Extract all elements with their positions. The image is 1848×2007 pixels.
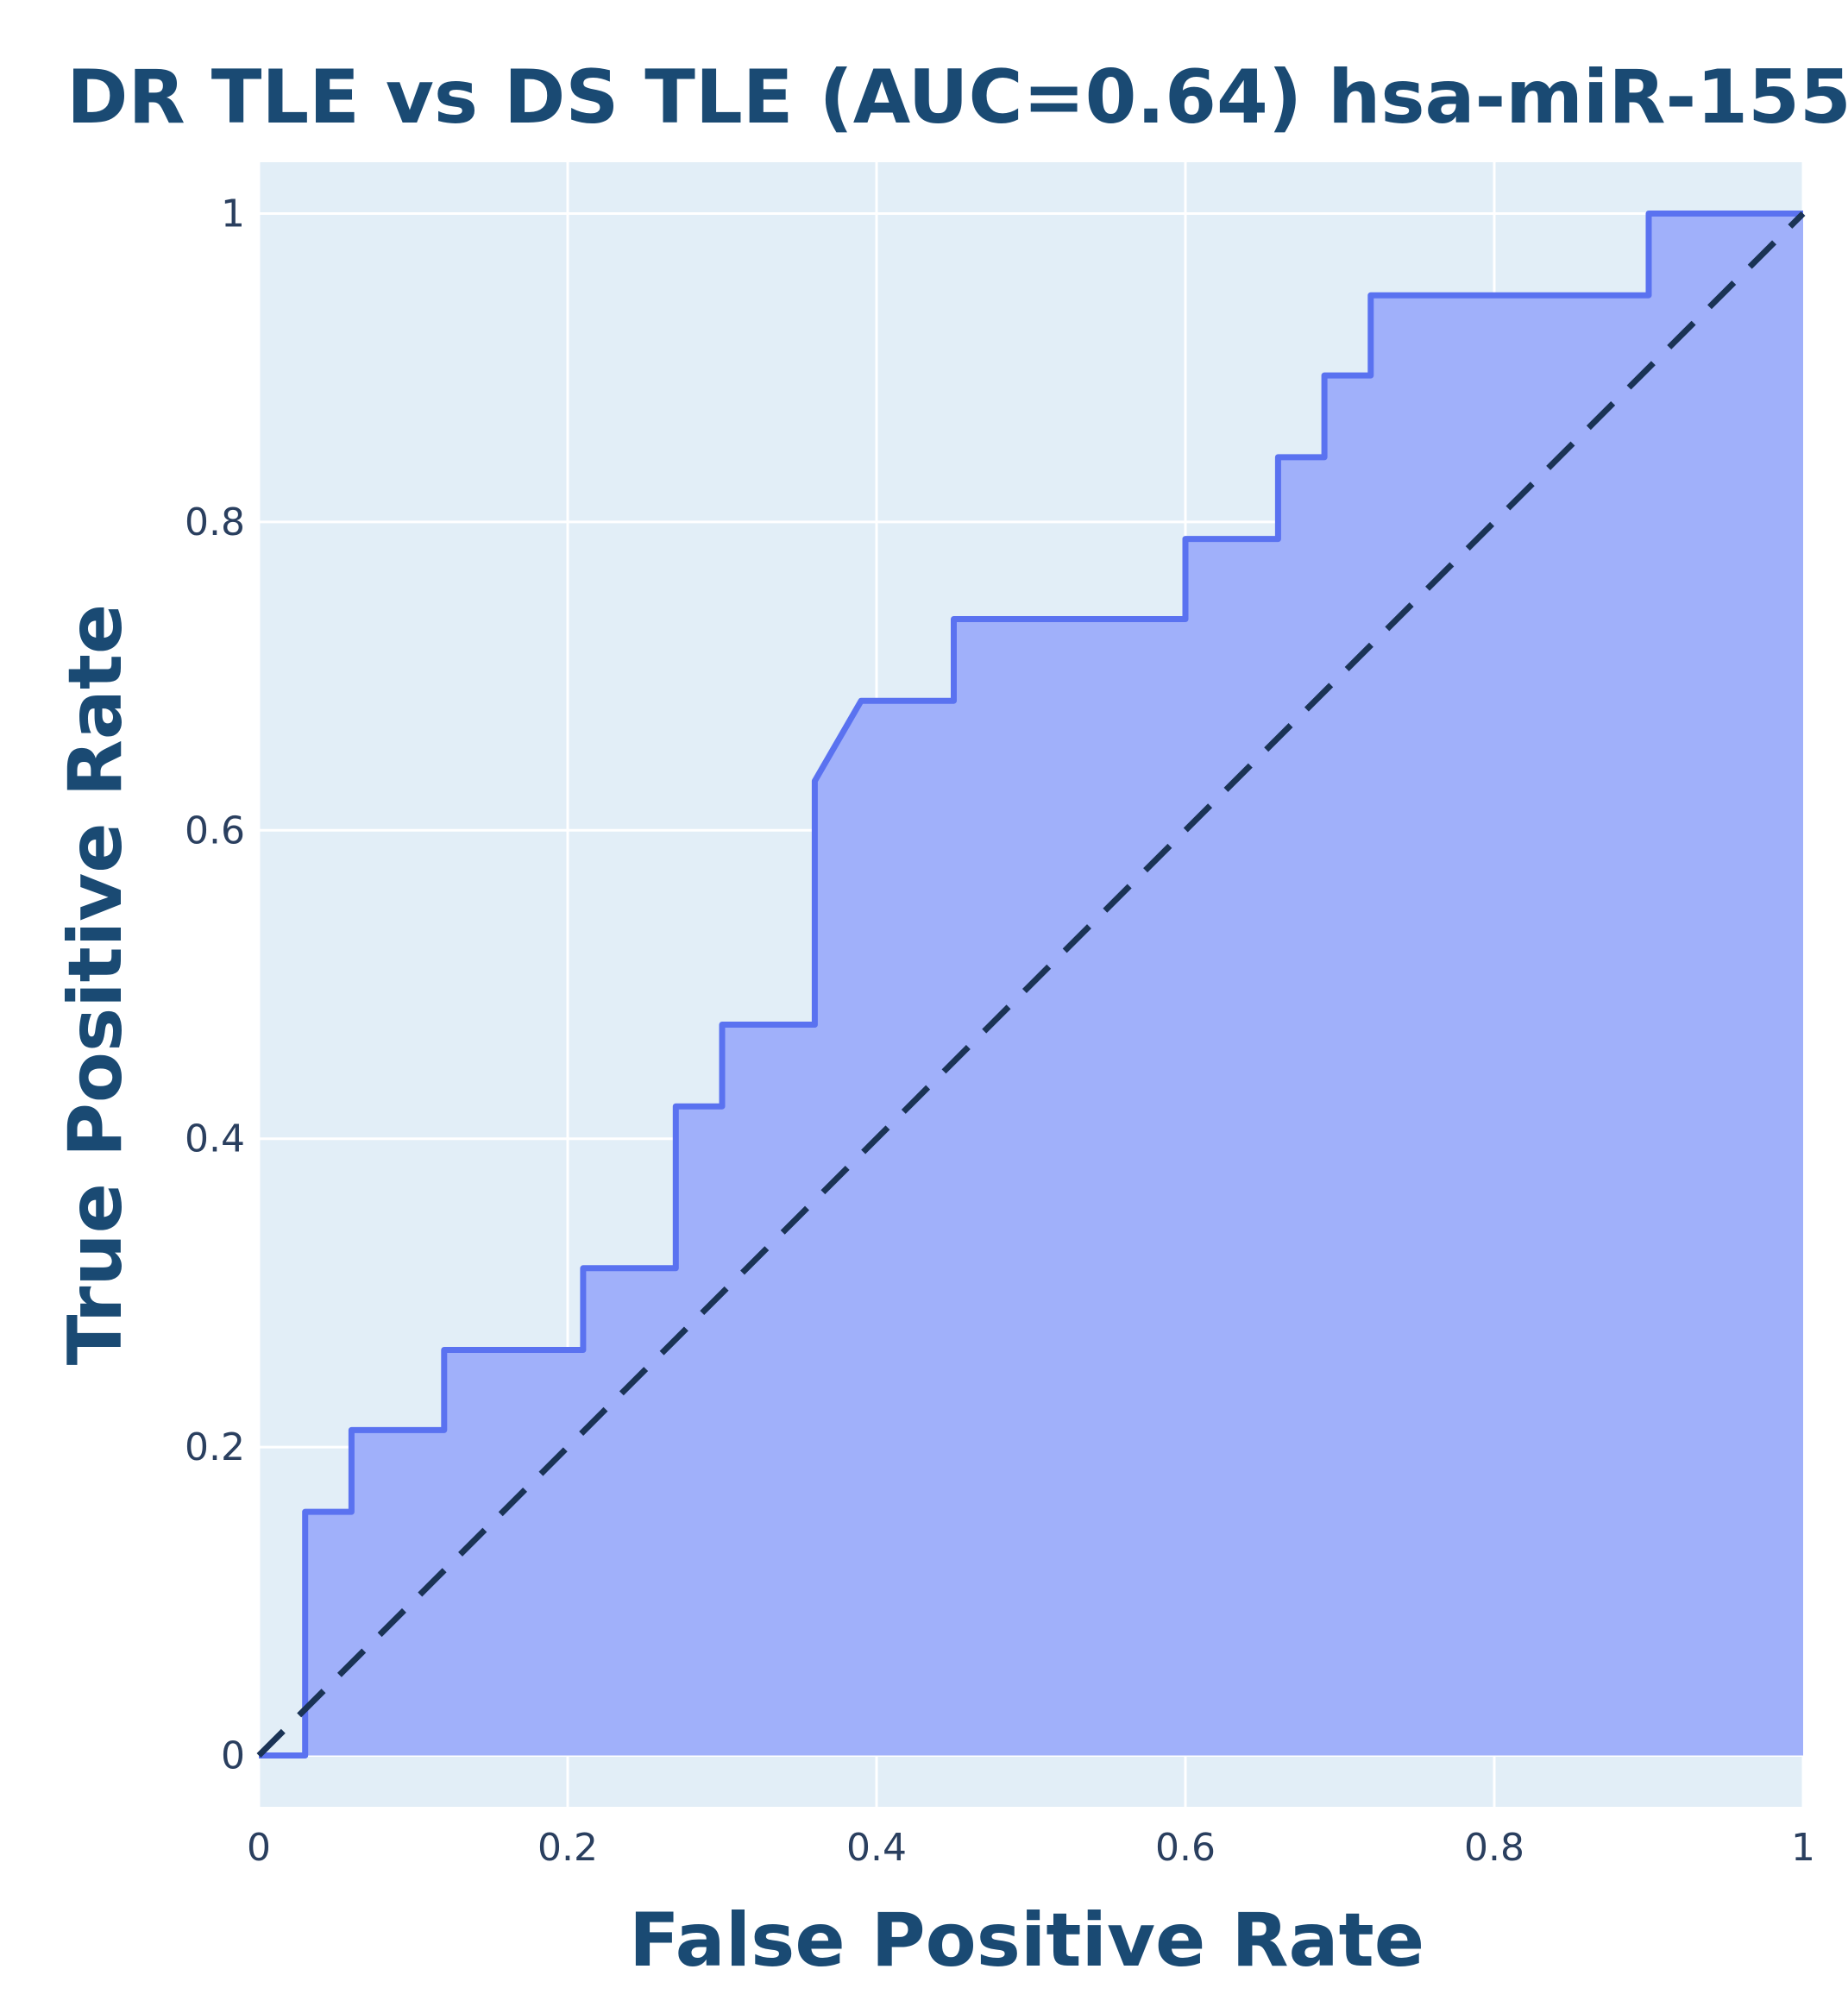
x-tick-label-1: 0.2 xyxy=(537,1826,598,1870)
chance-diagonal-line xyxy=(256,211,1806,1758)
y-tick-label-0: 0 xyxy=(221,1733,245,1777)
roc-curve-line xyxy=(259,211,1803,1758)
y-axis-title: True Positive Rate xyxy=(53,604,139,1366)
chart-title: DR TLE vs DS TLE (AUC=0.64) hsa-miR-155-… xyxy=(66,54,1848,141)
x-axis-title: False Positive Rate xyxy=(629,1897,1424,1984)
y-tick-label-1: 0.2 xyxy=(185,1425,245,1469)
y-tick-label-2: 0.4 xyxy=(185,1117,245,1161)
y-tick-label-3: 0.6 xyxy=(185,808,245,853)
x-tick-label-2: 0.4 xyxy=(846,1826,907,1870)
x-tick-label-4: 0.8 xyxy=(1464,1826,1524,1870)
tick-labels: 0 0.2 0.4 0.6 0.8 1 0 0.2 0.4 0.6 0.8 1 xyxy=(185,192,1815,1870)
series-layer xyxy=(256,211,1806,1758)
x-tick-label-0: 0 xyxy=(247,1826,271,1870)
y-tick-label-5: 1 xyxy=(221,192,245,236)
x-tick-label-3: 0.6 xyxy=(1155,1826,1216,1870)
x-tick-label-5: 1 xyxy=(1791,1826,1815,1870)
y-tick-label-4: 0.8 xyxy=(185,500,245,544)
